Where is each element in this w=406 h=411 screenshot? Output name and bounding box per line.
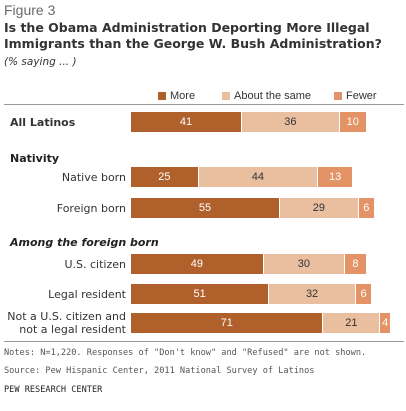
legend-label-more: More: [170, 90, 196, 102]
data-label: 8: [352, 258, 359, 270]
bar-about-the-same: 44: [198, 167, 317, 187]
legend-label-same: About the same: [234, 90, 312, 102]
data-label: 6: [363, 202, 370, 214]
row-label-line: Native born: [61, 170, 126, 184]
bar-more: 41: [131, 112, 242, 132]
bar-about-the-same: 29: [280, 198, 358, 218]
chart-source: Source: Pew Hispanic Center, 2011 Nation…: [4, 366, 315, 376]
row-label: All Latinos: [10, 116, 132, 129]
legend-item-fewer: Fewer: [334, 90, 377, 102]
row-label: Not a U.S. citizen and not a legal reside…: [4, 310, 126, 336]
chart-title: Is the Obama Administration Deporting Mo…: [4, 20, 382, 51]
data-label: 44: [251, 171, 264, 183]
group-heading-nativity: Nativity: [10, 152, 60, 165]
bar-more: 51: [131, 284, 269, 304]
data-label: 6: [360, 288, 367, 300]
row-label: Native born: [4, 171, 126, 184]
legend-divider: [4, 104, 404, 105]
data-label: 10: [346, 116, 359, 128]
data-label: 32: [305, 288, 319, 300]
legend-swatch-same: [222, 92, 230, 100]
data-label: 49: [190, 258, 204, 270]
legend-swatch-fewer: [334, 92, 342, 100]
bar-more: 71: [131, 313, 323, 333]
bar-about-the-same: 36: [242, 112, 339, 132]
data-label: 4: [382, 317, 389, 329]
data-label: 21: [345, 317, 358, 329]
bar-about-the-same: 21: [323, 313, 380, 333]
data-label: 41: [179, 116, 193, 128]
chart-subtitle: (% saying ... ): [4, 56, 77, 68]
data-label: 30: [297, 258, 311, 270]
row-label: Legal resident: [4, 288, 126, 301]
data-label: 55: [198, 202, 212, 214]
row-label: U.S. citizen: [4, 258, 126, 271]
bar-more: 49: [131, 254, 263, 274]
bar-fewer: 4: [380, 313, 391, 333]
data-label: 51: [193, 288, 206, 300]
figure-label: Figure 3: [4, 2, 56, 18]
row-label-line: Legal resident: [48, 287, 126, 301]
data-label: 36: [284, 116, 297, 128]
legend-swatch-more: [158, 92, 166, 100]
group-heading-foreign-born: Among the foreign born: [10, 236, 159, 249]
footer-divider: [4, 341, 404, 342]
bar-about-the-same: 32: [269, 284, 355, 304]
row-label-line: not a legal resident: [19, 323, 126, 336]
data-label: 25: [158, 171, 171, 183]
bar-fewer: 6: [355, 284, 372, 304]
bar-fewer: 13: [317, 167, 353, 187]
bar-more: 55: [131, 198, 280, 218]
bar-more: 25: [131, 167, 198, 187]
legend-item-same: About the same: [222, 90, 311, 102]
row-label-line: All Latinos: [10, 115, 76, 129]
row-label: Foreign born: [4, 202, 126, 215]
bar-fewer: 10: [339, 112, 366, 132]
row-label-line: Foreign born: [56, 201, 126, 215]
legend: More About the same Fewer: [0, 90, 406, 104]
data-label: 71: [220, 317, 233, 329]
data-label: 13: [328, 171, 342, 183]
bar-fewer: 6: [358, 198, 374, 218]
chart-notes: Notes: N=1,220. Responses of "Don't know…: [4, 348, 367, 358]
bar-fewer: 8: [345, 254, 366, 274]
legend-item-more: More: [158, 90, 195, 102]
row-label-line: Not a U.S. citizen and: [7, 310, 126, 323]
legend-label-fewer: Fewer: [346, 90, 377, 102]
bar-about-the-same: 30: [263, 254, 345, 274]
data-label: 29: [312, 202, 325, 214]
row-label-line: U.S. citizen: [64, 257, 126, 271]
organization-name: PEW RESEARCH CENTER: [4, 385, 103, 395]
